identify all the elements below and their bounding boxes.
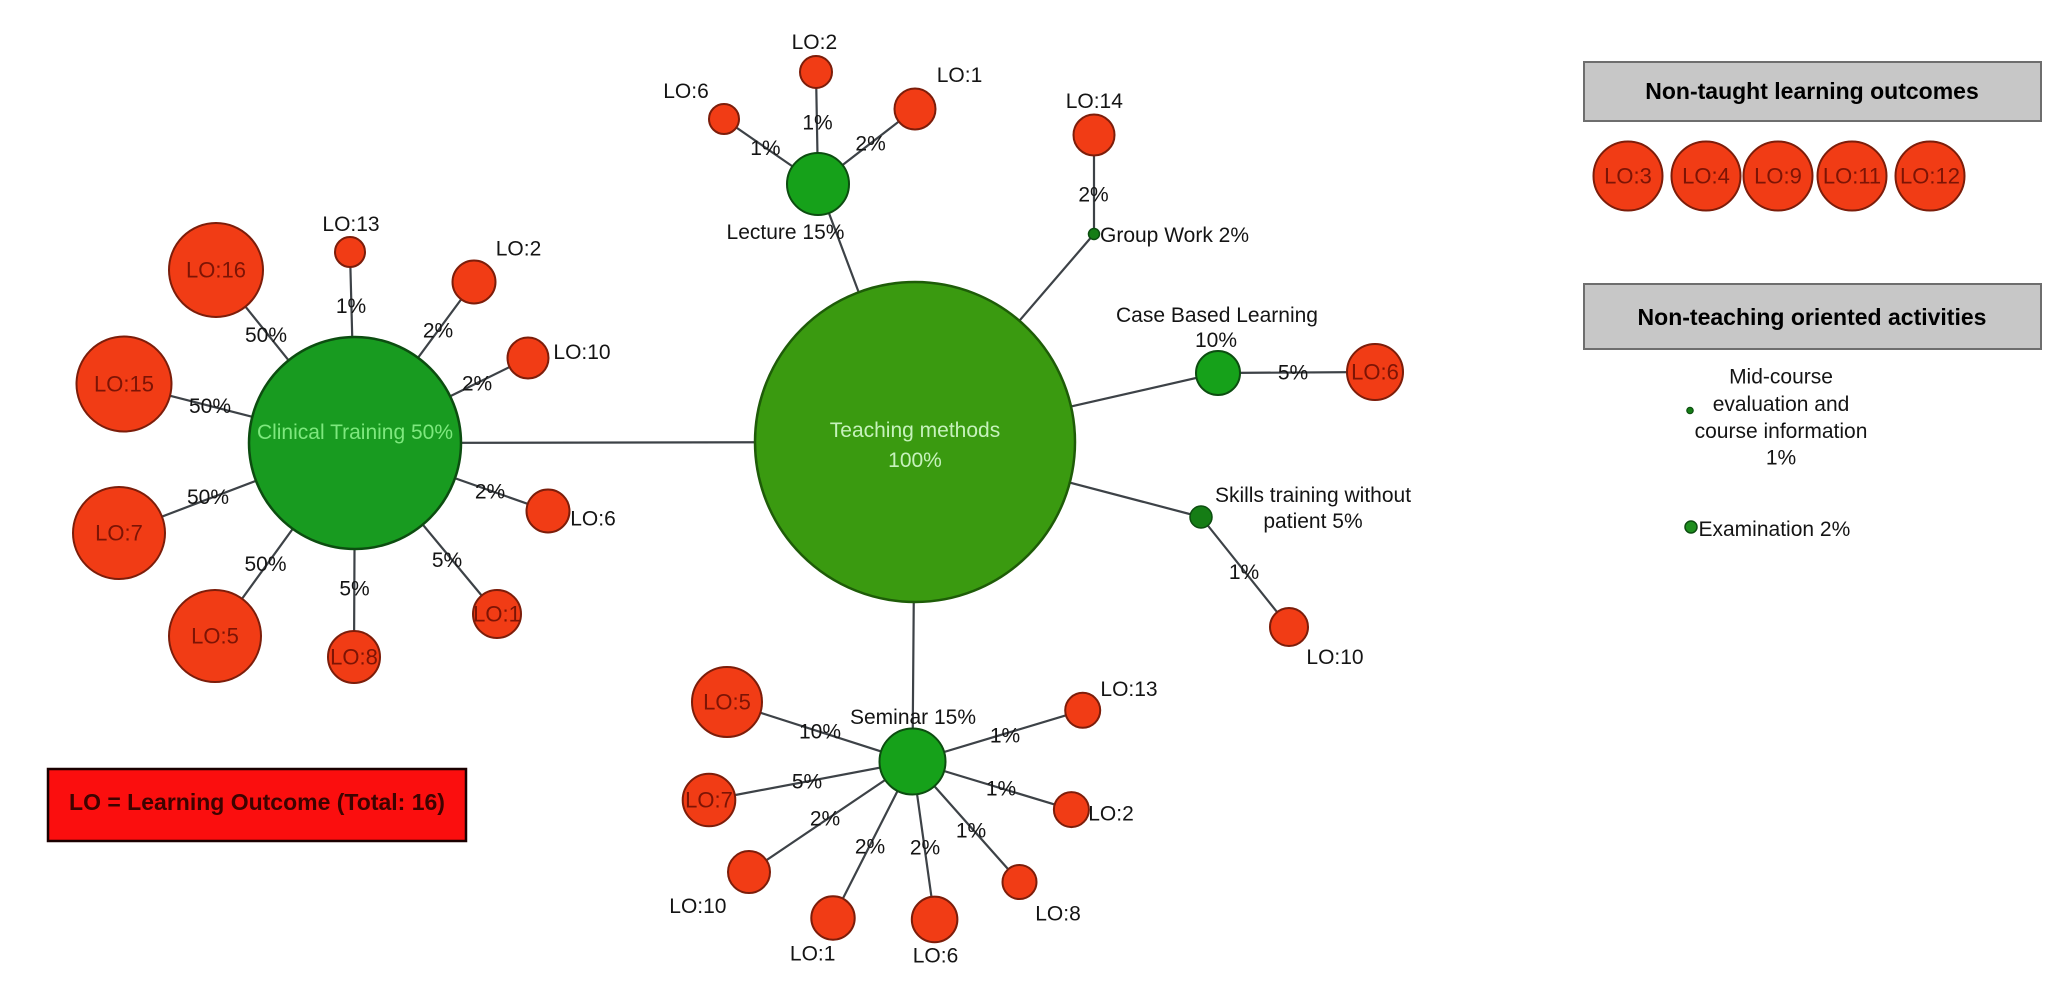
svg-text:2%: 2%: [423, 320, 453, 343]
svg-text:1%: 1%: [1766, 446, 1796, 469]
svg-text:LO:1: LO:1: [473, 602, 521, 627]
svg-text:5%: 5%: [792, 771, 822, 794]
svg-text:LO:14: LO:14: [1066, 90, 1124, 113]
svg-text:1%: 1%: [802, 112, 832, 135]
svg-text:LO:10: LO:10: [1306, 646, 1363, 669]
svg-text:LO:5: LO:5: [191, 624, 239, 649]
svg-text:LO:2: LO:2: [792, 31, 838, 54]
svg-text:1%: 1%: [990, 725, 1020, 748]
svg-text:LO:1: LO:1: [937, 64, 983, 87]
svg-text:course information: course information: [1695, 420, 1868, 443]
svg-text:LO:6: LO:6: [570, 508, 616, 531]
svg-text:LO = Learning Outcome (Total:: LO = Learning Outcome (Total: 16): [69, 789, 445, 815]
svg-text:LO:8: LO:8: [1035, 903, 1081, 926]
svg-text:2%: 2%: [810, 808, 840, 831]
svg-text:Non-teaching oriented activiti: Non-teaching oriented activities: [1638, 304, 1987, 330]
svg-text:2%: 2%: [475, 481, 505, 504]
svg-text:1%: 1%: [956, 820, 986, 843]
svg-text:10%: 10%: [1195, 329, 1237, 352]
svg-text:Seminar 15%: Seminar 15%: [850, 706, 976, 729]
svg-text:LO:4: LO:4: [1682, 164, 1730, 189]
svg-text:LO:10: LO:10: [669, 895, 726, 918]
svg-text:2%: 2%: [910, 837, 940, 860]
svg-text:5%: 5%: [1278, 362, 1308, 385]
svg-text:2%: 2%: [855, 836, 885, 859]
svg-text:LO:10: LO:10: [553, 341, 610, 364]
svg-text:Examination 2%: Examination 2%: [1699, 518, 1851, 541]
svg-text:LO:5: LO:5: [703, 690, 751, 715]
svg-text:LO:9: LO:9: [1754, 164, 1802, 189]
svg-text:LO:11: LO:11: [1823, 164, 1881, 189]
svg-text:Mid-course: Mid-course: [1729, 366, 1833, 389]
svg-text:LO:7: LO:7: [95, 521, 143, 546]
svg-text:LO:16: LO:16: [186, 258, 246, 283]
svg-text:1%: 1%: [1229, 561, 1259, 584]
svg-text:LO:8: LO:8: [330, 645, 378, 670]
svg-text:1%: 1%: [336, 295, 366, 318]
svg-text:LO:2: LO:2: [1088, 803, 1134, 826]
svg-text:5%: 5%: [432, 549, 462, 572]
svg-text:Skills training without: Skills training without: [1215, 484, 1411, 507]
svg-text:2%: 2%: [855, 133, 885, 156]
svg-text:50%: 50%: [245, 324, 287, 347]
svg-text:50%: 50%: [187, 486, 229, 509]
svg-text:LO:12: LO:12: [1900, 164, 1960, 189]
svg-text:50%: 50%: [244, 553, 286, 576]
svg-text:evaluation and: evaluation and: [1713, 393, 1850, 416]
svg-text:LO:2: LO:2: [496, 238, 542, 261]
svg-text:100%: 100%: [888, 449, 942, 472]
svg-text:LO:6: LO:6: [1351, 360, 1399, 385]
svg-text:patient 5%: patient 5%: [1263, 510, 1362, 533]
svg-text:Lecture 15%: Lecture 15%: [727, 221, 845, 244]
svg-text:LO:6: LO:6: [663, 80, 709, 103]
svg-text:1%: 1%: [750, 137, 780, 160]
svg-text:Clinical Training 50%: Clinical Training 50%: [257, 421, 453, 444]
svg-text:LO:3: LO:3: [1604, 164, 1652, 189]
svg-text:50%: 50%: [189, 395, 231, 418]
svg-text:LO:13: LO:13: [322, 213, 379, 236]
svg-text:1%: 1%: [986, 778, 1016, 801]
svg-text:10%: 10%: [799, 721, 841, 744]
svg-text:LO:7: LO:7: [685, 788, 733, 813]
svg-text:Group Work 2%: Group Work 2%: [1100, 224, 1249, 247]
svg-text:2%: 2%: [1078, 184, 1108, 207]
svg-text:LO:15: LO:15: [94, 372, 154, 397]
svg-text:Case Based Learning: Case Based Learning: [1116, 304, 1318, 327]
svg-text:Non-taught learning outcomes: Non-taught learning outcomes: [1645, 78, 1979, 104]
svg-text:5%: 5%: [339, 578, 369, 601]
svg-text:LO:1: LO:1: [790, 943, 836, 966]
svg-text:LO:13: LO:13: [1100, 678, 1157, 701]
svg-text:LO:6: LO:6: [913, 945, 959, 968]
svg-text:Teaching methods: Teaching methods: [830, 419, 1000, 442]
svg-text:2%: 2%: [462, 373, 492, 396]
